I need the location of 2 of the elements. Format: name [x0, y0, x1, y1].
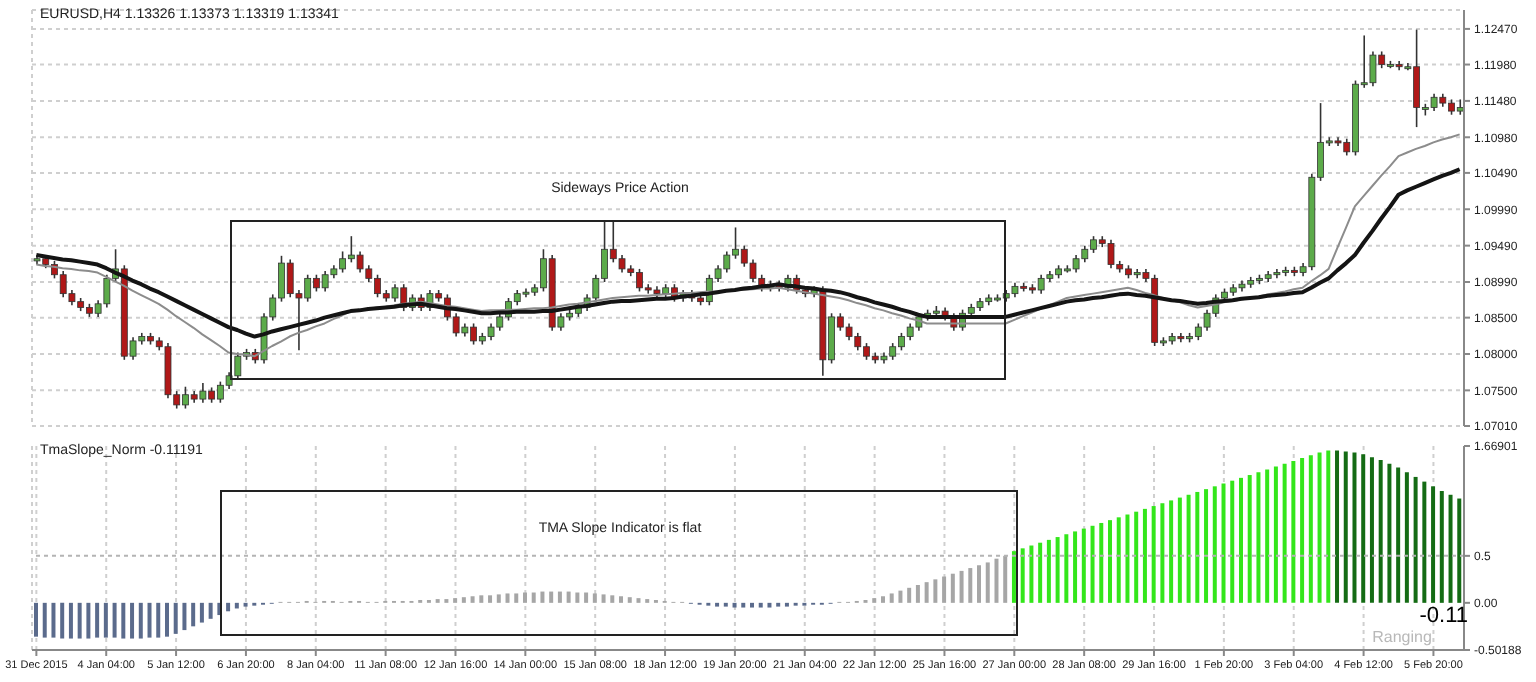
- annotation: -0.11: [1417, 604, 1468, 628]
- annotation: Ranging: [1370, 628, 1434, 646]
